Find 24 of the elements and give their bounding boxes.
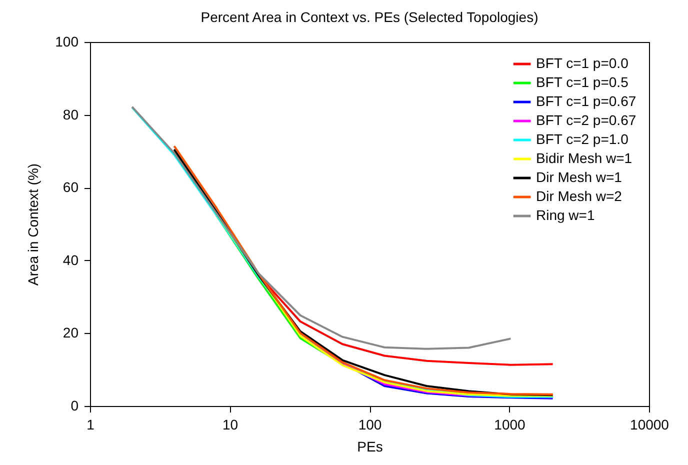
legend-label: BFT c=2 p=1.0 [536, 131, 629, 147]
y-tick-label: 20 [62, 324, 79, 341]
x-tick-label: 1 [86, 416, 95, 432]
legend-label: Ring w=1 [536, 207, 595, 223]
legend-label: BFT c=2 p=0.67 [536, 112, 636, 128]
chart-title: Percent Area in Context vs. PEs (Selected Topologies) [200, 9, 538, 25]
legend-label: Bidir Mesh w=1 [536, 150, 632, 166]
x-tick-label: 10 [222, 416, 238, 432]
legend-label: BFT c=1 p=0.67 [536, 93, 636, 109]
y-tick-label: 0 [70, 398, 79, 414]
x-tick-label: 1000 [494, 416, 526, 432]
y-tick-label: 60 [62, 179, 79, 196]
legend-label: BFT c=1 p=0.5 [536, 74, 629, 90]
y-tick-label: 40 [62, 252, 79, 268]
legend-label: Dir Mesh w=2 [536, 188, 622, 204]
y-axis-title: Area in Context (%) [25, 163, 42, 286]
x-tick-label: 10000 [630, 416, 670, 432]
y-tick-label: 80 [62, 106, 79, 122]
x-axis-title: PEs [357, 438, 383, 454]
x-tick-label: 100 [358, 416, 382, 432]
line-series [131, 106, 512, 350]
y-tick-label: 100 [55, 34, 79, 50]
legend-label: Dir Mesh w=1 [536, 169, 622, 185]
legend-label: BFT c=1 p=0.0 [536, 55, 629, 71]
